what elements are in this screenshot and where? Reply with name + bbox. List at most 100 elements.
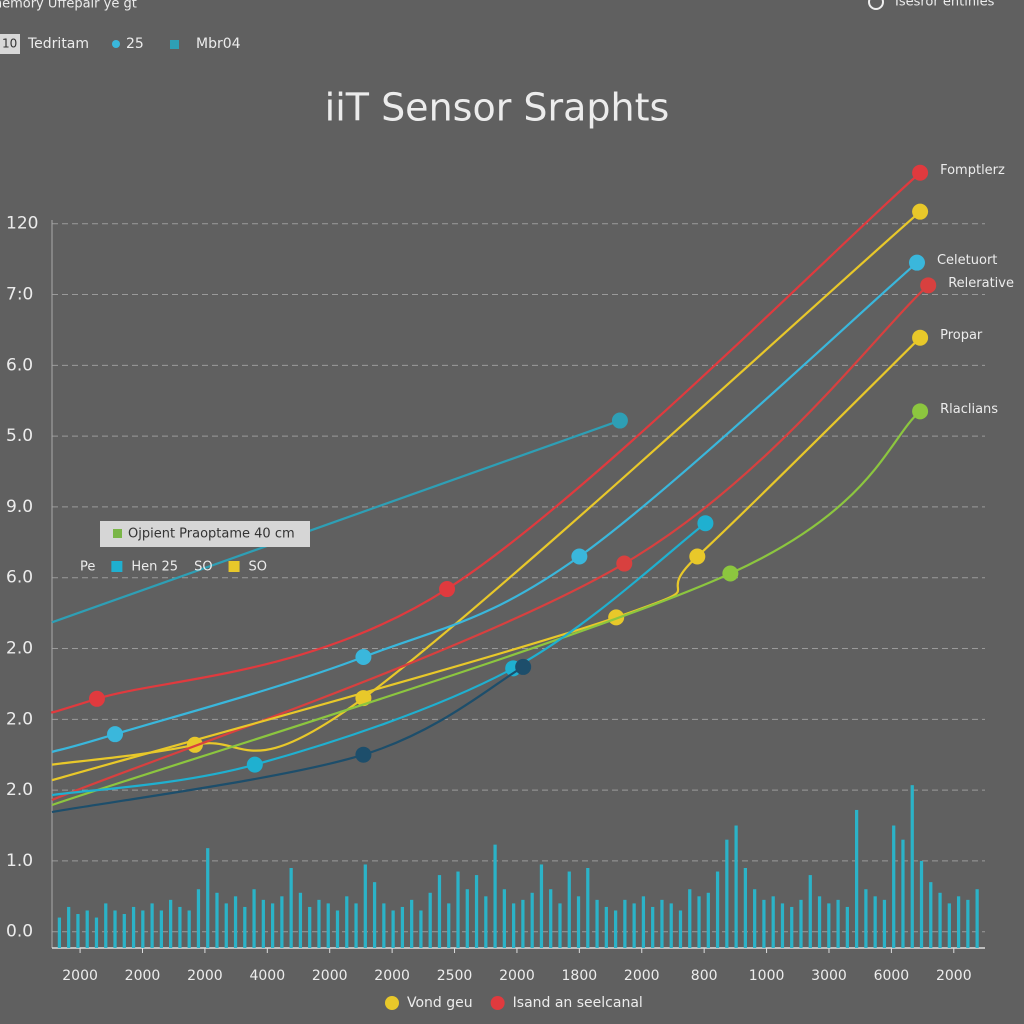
bar — [502, 889, 506, 948]
bar — [864, 889, 868, 948]
y-tick-label: 6.0 — [6, 355, 33, 375]
bar — [113, 910, 117, 948]
bar — [669, 903, 673, 948]
point — [616, 555, 633, 572]
bar — [354, 903, 358, 948]
bar — [215, 892, 219, 948]
bar — [910, 785, 914, 948]
point — [912, 329, 929, 346]
y-tick-label: 1.0 — [6, 851, 33, 871]
bar — [521, 899, 525, 948]
bar — [196, 889, 201, 948]
code-icon — [170, 40, 179, 49]
bar — [437, 875, 442, 948]
point — [571, 548, 588, 565]
point — [920, 277, 937, 294]
bar — [456, 871, 460, 948]
point — [107, 726, 124, 743]
bar — [919, 860, 924, 948]
x-tick-label: 2000 — [312, 968, 348, 984]
bar — [187, 910, 191, 948]
bar — [280, 896, 284, 948]
bar — [335, 910, 340, 948]
bar — [298, 892, 303, 948]
bar — [224, 903, 228, 948]
bar — [94, 917, 99, 948]
bar — [632, 903, 636, 948]
x-tick-label: 6000 — [874, 968, 910, 984]
series-line — [51, 336, 921, 782]
point — [611, 412, 628, 429]
y-tick-label: 2.0 — [6, 780, 33, 800]
bar — [150, 903, 154, 948]
inset-box — [100, 521, 310, 547]
bar — [623, 899, 627, 948]
inset-item-label: Hen 25 — [131, 560, 178, 575]
bar — [326, 903, 330, 948]
legend-marker — [490, 996, 505, 1010]
bar — [447, 903, 451, 948]
legend-marker — [385, 996, 399, 1010]
inset-item-swatch — [111, 561, 123, 572]
x-tick-label: 1800 — [562, 968, 598, 984]
bar — [836, 899, 840, 948]
bar — [539, 864, 544, 948]
bar — [734, 825, 738, 948]
bar — [586, 867, 590, 948]
bar — [484, 896, 488, 948]
series-label: Rlaclians — [940, 402, 998, 417]
point — [439, 581, 456, 598]
bar — [549, 889, 553, 948]
bar — [595, 899, 599, 948]
bar — [604, 906, 608, 948]
bar — [308, 906, 312, 948]
legend-label[interactable]: Isand an seelcanal — [513, 995, 643, 1011]
inset-item-label: SO — [249, 560, 267, 575]
bar — [715, 871, 720, 948]
bar — [67, 906, 71, 948]
bar — [660, 899, 664, 948]
inset-item-swatch — [228, 561, 240, 572]
point — [246, 756, 263, 773]
inset-item-label: Pe — [80, 560, 95, 575]
series-label: Propar — [940, 328, 983, 343]
inset-swatch — [113, 529, 122, 538]
bar — [743, 867, 748, 948]
series-label: Relerative — [948, 276, 1014, 291]
status-icon — [868, 0, 884, 10]
bar — [141, 910, 145, 948]
bar — [317, 899, 321, 948]
tab[interactable]: Tedritam — [27, 36, 89, 52]
bar — [855, 809, 859, 948]
badge-box — [0, 34, 20, 54]
bar — [947, 903, 951, 948]
bar — [567, 871, 571, 948]
point — [88, 690, 105, 707]
y-tick-label: 6.0 — [6, 568, 33, 588]
badge: 10 — [2, 37, 17, 51]
count-icon — [112, 40, 120, 48]
bar — [206, 848, 210, 948]
bar — [345, 896, 349, 948]
bar — [790, 906, 794, 948]
x-tick-label: 3000 — [811, 968, 847, 984]
bar — [57, 917, 62, 948]
series-line — [51, 665, 524, 814]
bar — [901, 839, 905, 948]
bar — [428, 892, 432, 948]
y-tick-label: 9.0 — [6, 497, 33, 517]
bar — [270, 903, 275, 948]
bar — [252, 889, 256, 948]
y-tick-label: 2.0 — [6, 709, 33, 729]
point — [689, 548, 706, 565]
bar — [651, 906, 655, 948]
point — [912, 203, 929, 220]
bar — [382, 903, 386, 948]
legend-label[interactable]: Vond geu — [407, 995, 473, 1011]
point — [908, 254, 925, 271]
bar — [530, 892, 534, 948]
bar — [178, 906, 182, 948]
x-tick-label: 2000 — [374, 968, 410, 984]
